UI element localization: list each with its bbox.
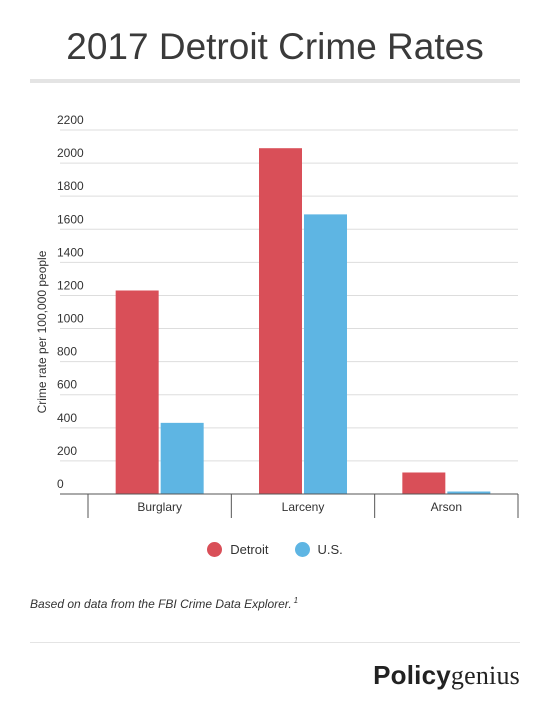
legend-label-detroit: Detroit [230,542,269,557]
source-note: Based on data from the FBI Crime Data Ex… [30,596,298,611]
y-tick-label-200: 200 [57,444,77,458]
y-axis-label: Crime rate per 100,000 people [35,250,49,413]
y-tick-label-400: 400 [57,411,77,425]
title-divider [30,79,520,83]
y-tick-label-2000: 2000 [57,146,84,160]
bar-arson-us [447,491,491,494]
y-tick-label-1400: 1400 [57,245,84,259]
y-tick-label-800: 800 [57,345,77,359]
logo-regular-part: genius [450,661,520,690]
bar-larceny-detroit [259,148,302,494]
y-tick-label-0: 0 [57,477,64,491]
legend-label-us: U.S. [317,542,343,557]
bar-arson-detroit [402,472,446,494]
source-footnote: 1 [293,596,299,605]
legend-swatch-detroit [207,542,223,557]
x-tick-label-burglary: Burglary [137,500,182,514]
bar-burglary-detroit [115,290,159,494]
footer-divider [30,642,520,643]
y-tick-label-2200: 2200 [57,113,84,127]
y-tick-label-1000: 1000 [57,312,84,326]
page-title: 2017 Detroit Crime Rates [66,26,484,67]
policygenius-logo: Policygenius [373,660,520,691]
x-tick-label-arson: Arson [431,500,462,514]
chart-legend: Detroit U.S. [0,542,550,557]
y-tick-label-1200: 1200 [57,278,84,292]
bar-larceny-us [304,214,347,494]
bar-chart: 0 200 400 600 800 1000 1200 1400 1600 1800 2000 220… [35,113,519,518]
y-tick-label-1600: 1600 [57,212,84,226]
bar-burglary-us [160,422,204,494]
y-tick-label-600: 600 [57,378,77,392]
legend-item-us: U.S. [294,542,343,557]
y-tick-label-1800: 1800 [57,179,84,193]
legend-swatch-us [294,542,310,557]
legend-item-detroit: Detroit [207,542,269,557]
logo-bold-part: Policy [373,660,451,690]
x-tick-label-larceny: Larceny [282,500,325,514]
source-note-text: Based on data from the FBI Crime Data Ex… [30,597,292,611]
